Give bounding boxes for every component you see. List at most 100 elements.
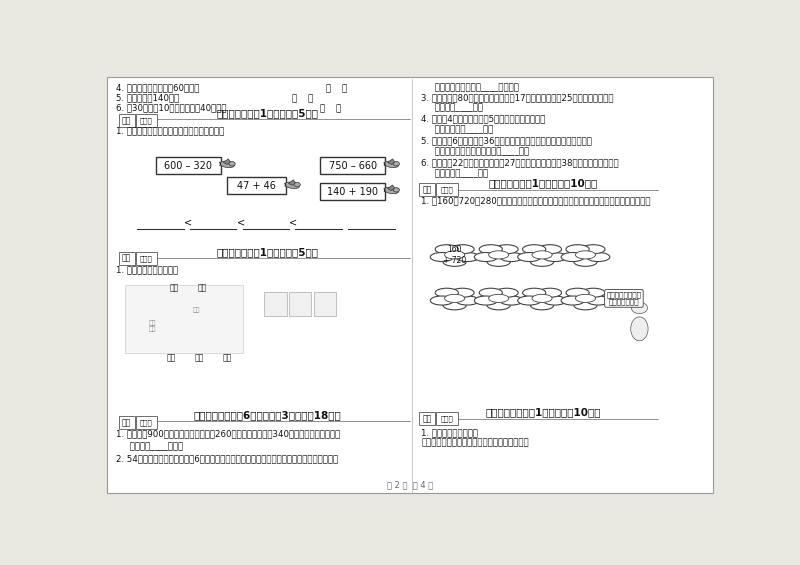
- Text: 得分: 得分: [422, 185, 432, 194]
- Ellipse shape: [474, 253, 498, 262]
- Ellipse shape: [522, 288, 546, 297]
- Circle shape: [294, 182, 300, 187]
- Text: 答：还剩____个。: 答：还剩____个。: [421, 103, 483, 112]
- FancyBboxPatch shape: [289, 292, 311, 316]
- Ellipse shape: [538, 288, 562, 297]
- Text: 十、综合题（共1大题，共计10分）: 十、综合题（共1大题，共计10分）: [489, 179, 598, 188]
- Ellipse shape: [435, 288, 458, 297]
- Text: 1. 把下列算式按得数大小，从小到大排一行。: 1. 把下列算式按得数大小，从小到大排一行。: [115, 127, 224, 136]
- Ellipse shape: [561, 253, 584, 262]
- Text: 平板
小宝: 平板 小宝: [149, 320, 157, 332]
- Polygon shape: [220, 162, 221, 166]
- Text: 小扣: 小扣: [166, 354, 176, 363]
- FancyBboxPatch shape: [135, 252, 157, 265]
- Ellipse shape: [574, 257, 597, 266]
- Ellipse shape: [500, 253, 523, 262]
- Ellipse shape: [445, 251, 465, 259]
- Polygon shape: [285, 183, 286, 186]
- Text: 下面是希望小学二年级一班女生身高统计情况。: 下面是希望小学二年级一班女生身高统计情况。: [421, 438, 529, 447]
- Text: 评卷人: 评卷人: [140, 255, 153, 262]
- Ellipse shape: [430, 296, 454, 305]
- Text: 八、解决问题（共6小题，每题3分，共计18分）: 八、解决问题（共6小题，每题3分，共计18分）: [194, 410, 342, 420]
- Text: 1. 从160、720、280中任取两个数，能组成多少个加、减算式？在下面写出来，并计算。: 1. 从160、720、280中任取两个数，能组成多少个加、减算式？在下面写出来…: [421, 196, 650, 205]
- Text: 得分: 得分: [422, 414, 432, 423]
- Polygon shape: [388, 159, 395, 164]
- Ellipse shape: [543, 253, 566, 262]
- FancyBboxPatch shape: [320, 183, 386, 201]
- Text: 5. 学校买了6本科技书和36本故事书，故事书的本数是科技书的几倍？: 5. 学校买了6本科技书和36本故事书，故事书的本数是科技书的几倍？: [421, 136, 592, 145]
- Polygon shape: [384, 188, 386, 192]
- FancyBboxPatch shape: [436, 412, 458, 425]
- Text: <: <: [290, 218, 298, 228]
- Text: 评卷人: 评卷人: [140, 118, 153, 124]
- Text: <: <: [184, 218, 192, 228]
- Ellipse shape: [285, 182, 299, 189]
- Text: 小宝: 小宝: [192, 307, 200, 312]
- FancyBboxPatch shape: [314, 292, 336, 316]
- Ellipse shape: [456, 296, 479, 305]
- Ellipse shape: [574, 301, 597, 310]
- Polygon shape: [384, 162, 386, 166]
- Ellipse shape: [474, 296, 498, 305]
- FancyBboxPatch shape: [436, 183, 458, 196]
- Text: 1. 我会观察，我会连线。: 1. 我会观察，我会连线。: [115, 265, 178, 274]
- Text: 小惠: 小惠: [194, 354, 204, 363]
- Text: 1. 观察分析，我统计。: 1. 观察分析，我统计。: [421, 428, 478, 437]
- Ellipse shape: [575, 294, 595, 302]
- Text: 要想都写来，可要
好好动脑筋哦！: 要想都写来，可要 好好动脑筋哦！: [606, 292, 642, 306]
- Ellipse shape: [479, 288, 502, 297]
- Text: 得分: 得分: [122, 418, 131, 427]
- Ellipse shape: [451, 245, 474, 254]
- Text: 4. 小东买4支圆珠笔，每支5元，一共用了多少钱？: 4. 小东买4支圆珠笔，每支5元，一共用了多少钱？: [421, 114, 546, 123]
- Ellipse shape: [435, 245, 458, 254]
- Text: 答：一共用了____元。: 答：一共用了____元。: [421, 125, 494, 134]
- Ellipse shape: [479, 245, 502, 254]
- Ellipse shape: [456, 253, 479, 262]
- Ellipse shape: [487, 257, 510, 266]
- FancyBboxPatch shape: [125, 285, 242, 353]
- Text: 得分: 得分: [122, 116, 131, 125]
- Ellipse shape: [630, 317, 648, 341]
- Text: 评卷人: 评卷人: [140, 419, 153, 425]
- Text: 5. 小军的身高140米。                                         （    ）: 5. 小军的身高140米。 （ ）: [115, 93, 313, 102]
- Ellipse shape: [530, 301, 554, 310]
- Ellipse shape: [489, 251, 509, 259]
- FancyBboxPatch shape: [419, 183, 435, 196]
- Ellipse shape: [575, 251, 595, 259]
- Ellipse shape: [443, 257, 466, 266]
- Ellipse shape: [586, 253, 610, 262]
- Text: 第 2 页  共 4 页: 第 2 页 共 4 页: [387, 481, 433, 490]
- FancyBboxPatch shape: [118, 416, 134, 429]
- Text: 得分: 得分: [122, 254, 131, 263]
- Ellipse shape: [582, 288, 605, 297]
- Ellipse shape: [384, 161, 398, 168]
- Ellipse shape: [561, 296, 584, 305]
- Ellipse shape: [384, 187, 398, 194]
- Ellipse shape: [532, 294, 552, 302]
- Text: 2. 54名同生租车去春游，租了6辆车，每辆车上正好有一名老师，平均每辆车上有几名学生？: 2. 54名同生租车去春游，租了6辆车，每辆车上正好有一名老师，平均每辆车上有几…: [115, 454, 338, 463]
- Ellipse shape: [518, 296, 541, 305]
- Text: 答：还剩____千克。: 答：还剩____千克。: [115, 442, 182, 451]
- Ellipse shape: [443, 301, 466, 310]
- Ellipse shape: [586, 296, 610, 305]
- Ellipse shape: [451, 288, 474, 297]
- Text: 6. 班级里有22张腊光纸，又买来27张，开联欢会时用去38张，还剩下多少张？: 6. 班级里有22张腊光纸，又买来27张，开联欢会时用去38张，还剩下多少张？: [421, 158, 618, 167]
- FancyBboxPatch shape: [135, 114, 157, 127]
- Ellipse shape: [500, 296, 523, 305]
- FancyBboxPatch shape: [107, 77, 713, 493]
- Ellipse shape: [220, 161, 234, 168]
- Text: 评卷人: 评卷人: [441, 416, 454, 422]
- Polygon shape: [289, 180, 296, 185]
- Text: 750 – 660: 750 – 660: [329, 160, 377, 171]
- Text: <: <: [237, 218, 245, 228]
- Ellipse shape: [489, 294, 509, 302]
- Text: 答：还剩下____张。: 答：还剩下____张。: [421, 169, 488, 178]
- Circle shape: [229, 162, 235, 166]
- Ellipse shape: [543, 296, 566, 305]
- Text: 评卷人: 评卷人: [441, 186, 454, 193]
- Ellipse shape: [522, 245, 546, 254]
- Text: 6. 比30厘米少10厘米的线段长40厘米。                                  （    ）: 6. 比30厘米少10厘米的线段长40厘米。 （ ）: [115, 103, 341, 112]
- Ellipse shape: [518, 253, 541, 262]
- Ellipse shape: [566, 288, 589, 297]
- FancyBboxPatch shape: [118, 252, 134, 265]
